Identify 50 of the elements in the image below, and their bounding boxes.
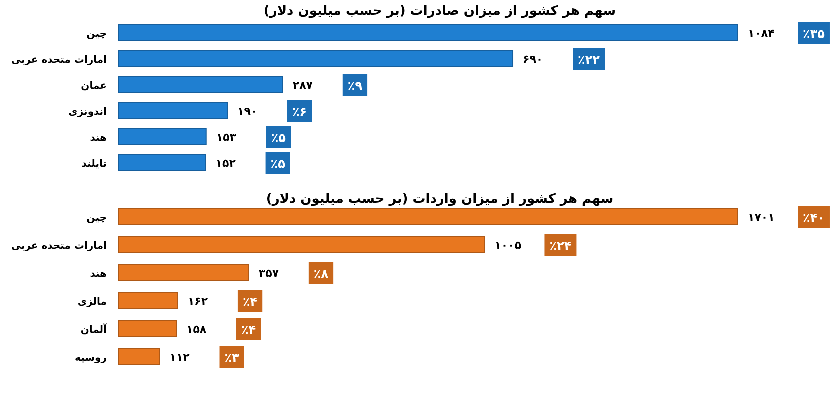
y-tick-label: امارات متحده عربی [11,55,107,66]
bar [118,76,284,94]
annotation: ٪۲۲ [578,53,601,67]
bar [118,154,206,172]
y-tick-label: تایلند [82,159,108,170]
y-tick-label: هند [90,269,108,280]
data-label: ۱۵۲ [216,157,236,170]
data-label: ۶۹۰ [523,53,544,66]
bar [118,236,486,254]
y-tick-label: چین [86,29,107,40]
data-label: ۱۱۲ [170,351,190,364]
y-tick-label: روسیه [75,353,108,364]
text: ٪۳۵ [803,27,825,41]
data-label: ۳۵۷ [258,267,280,280]
bar [118,320,177,338]
bar [118,264,250,282]
annotation: ٪۵ [270,157,286,171]
data-label: ۱۹۰ [237,105,258,118]
y-tick-label: امارات متحده عربی [11,241,107,252]
annotation: ٪۳ [224,351,240,365]
bar [118,348,160,366]
chart-title: سهم هر کشور از میزان صادرات (بر حسب میلیون دلار) [264,4,616,19]
y-tick-label: مالزی [78,297,107,308]
annotation: ٪۲۴ [550,239,572,253]
bar [118,208,738,226]
text: ٪۴۰ [803,211,825,225]
chart-title: سهم هر کشور از میزان واردات (بر حسب میلیون دلار) [266,192,614,207]
y-tick-label: هند [90,133,108,144]
annotation: ٪۹ [348,79,364,93]
data-label: ۱۶۲ [188,295,208,308]
annotation: ٪۶ [292,105,308,119]
y-tick-label: آلمان [80,323,108,336]
annotation: ٪۸ [314,267,330,281]
bar [118,102,228,120]
annotation: ٪۵ [271,131,286,145]
bar [118,292,178,310]
bar [118,24,738,42]
annotation: ٪۴ [242,295,258,309]
data-label: ۱۵۳ [216,131,237,144]
bar [118,50,514,68]
y-tick-label: اندونزی [68,107,107,118]
data-label: ۱۰۰۵ [494,239,522,252]
bar [118,128,207,146]
data-label: ۲۸۷ [292,79,314,92]
y-tick-label: چین [86,213,107,224]
annotation: ٪۴ [241,323,256,337]
data-label: ۱۷۰۱ [748,211,775,224]
y-tick-label: عمان [81,81,107,92]
data-label: ۱۰۸۴ [748,27,776,40]
data-label: ۱۵۸ [186,323,207,336]
